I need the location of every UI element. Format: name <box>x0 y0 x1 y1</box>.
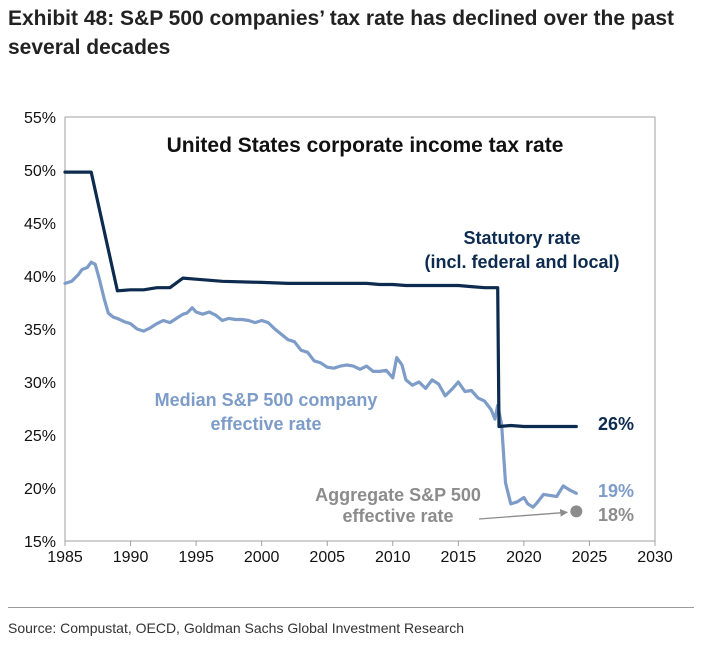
y-tick-label: 30% <box>24 375 56 392</box>
y-axis: 15% 20% 25% 30% 35% 40% 45% 50% 55% <box>24 110 56 551</box>
x-tick-label: 2005 <box>309 549 345 566</box>
y-tick-label: 55% <box>24 110 56 127</box>
y-tick-label: 15% <box>24 534 56 551</box>
footer-divider <box>8 607 694 608</box>
source-note: Source: Compustat, OECD, Goldman Sachs G… <box>8 620 464 636</box>
y-tick-label: 40% <box>24 269 56 286</box>
statutory-end-value-label: 26% <box>598 414 634 434</box>
y-tick-label: 20% <box>24 481 56 498</box>
line-chart: 15% 20% 25% 30% 35% 40% 45% 50% 55% 1985 1990 1995… <box>24 110 673 566</box>
x-tick-label: 2030 <box>637 549 673 566</box>
statutory-rate-label: Statutory rate <box>463 228 580 248</box>
aggregate-effective-rate-point <box>570 505 583 518</box>
aggregate-rate-label: effective rate <box>342 506 453 526</box>
aggregate-end-value-label: 18% <box>598 505 634 525</box>
y-tick-label: 25% <box>24 428 56 445</box>
x-tick-label: 1985 <box>47 549 83 566</box>
x-tick-label: 2000 <box>244 549 280 566</box>
exhibit-title: Exhibit 48: S&P 500 companies’ tax rate … <box>8 7 675 59</box>
median-effective-rate-line <box>63 260 578 509</box>
median-end-value-label: 19% <box>598 481 634 501</box>
statutory-rate-label: (incl. federal and local) <box>424 252 619 272</box>
y-tick-label: 50% <box>24 163 56 180</box>
y-tick-label: 35% <box>24 322 56 339</box>
x-tick-label: 2020 <box>506 549 542 566</box>
x-tick-label: 1990 <box>113 549 149 566</box>
median-rate-label: Median S&P 500 company <box>155 390 378 410</box>
x-tick-label: 1995 <box>178 549 214 566</box>
median-rate-label: effective rate <box>210 414 321 434</box>
statutory-rate-line <box>63 170 578 429</box>
series-layer <box>63 170 583 518</box>
x-tick-label: 2015 <box>441 549 477 566</box>
y-tick-label: 45% <box>24 216 56 233</box>
aggregate-callout-arrow <box>478 508 568 520</box>
series-labels: Statutory rate (incl. federal and local) M… <box>155 228 634 526</box>
plot-area-frame <box>64 116 656 542</box>
x-tick-label: 2010 <box>375 549 411 566</box>
x-tick-label: 2025 <box>572 549 608 566</box>
x-axis: 1985 1990 1995 2000 2005 2010 2015 2020 2025 2030 <box>47 541 673 566</box>
aggregate-rate-label: Aggregate S&P 500 <box>315 485 481 505</box>
chart-title: United States corporate income tax rate <box>167 134 564 157</box>
